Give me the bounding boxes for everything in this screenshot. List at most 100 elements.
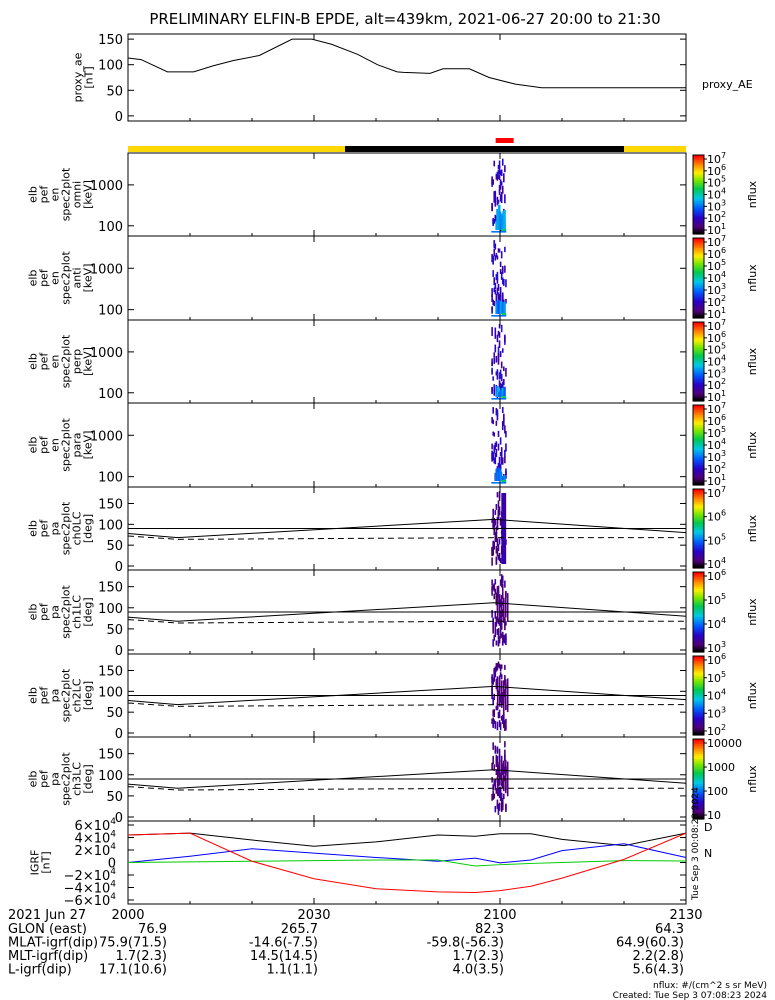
spec-omni-colorbar-cell [693, 155, 704, 158]
spec-para-colorbar-cell [693, 451, 704, 454]
spec-para-colorbar-cell [693, 443, 704, 446]
spec-para-colorbar-cell [693, 421, 704, 424]
spec-ch3LC-cell [496, 799, 499, 808]
spec-anti-ylabel-line: spec2plot [60, 251, 73, 305]
spec-perp-colorbar-cell [693, 379, 704, 382]
spec-ch2LC-cell [494, 721, 497, 729]
spec-perp-colorbar-cell [693, 348, 704, 351]
spec-para-cell [495, 407, 498, 416]
spec-para-colorbar-cell [693, 436, 704, 439]
spec-perp-colorbar-cell [693, 341, 704, 344]
spec-ch1LC-cell [503, 634, 505, 641]
orbit-row-value: 1.7(2.3) [116, 949, 168, 964]
spec-ch1LC-colorbar-cell [693, 582, 704, 585]
spec-ch1LC-colorbar-cell [693, 585, 704, 588]
spec-ch3LC-cell [496, 746, 499, 753]
spec-para-colorbar-cell [693, 413, 704, 416]
spec-perp-cell [491, 386, 493, 394]
spec-ch0LC-cell [491, 518, 493, 523]
spec-anti-cell [497, 248, 500, 253]
spec-perp-cell [496, 334, 499, 343]
spec-omni-cell [500, 191, 503, 199]
spec-ch1LC-cell [504, 591, 507, 618]
spec-ch3LC-heatmap [491, 741, 509, 815]
spec-ch0LC-cell [494, 534, 497, 543]
spec-ch2LC-cell [500, 715, 503, 721]
spec-perp-cell [501, 348, 504, 353]
spec-para-ytick-label: 1000 [90, 429, 123, 444]
spec-ch1LC-antilosscone-line [127, 619, 686, 624]
spec-perp-colorbar-cell [693, 331, 704, 335]
spec-para-ylabel-line: spec2plot [60, 418, 73, 472]
spec-perp-cell [500, 361, 503, 369]
spec-ch2LC-colorbar-cell [693, 721, 704, 725]
spec-ch3LC-cell [500, 803, 503, 812]
spec-ch3LC-cell [491, 777, 493, 783]
spec-ch3LC-cell [500, 757, 503, 786]
spec-ch0LC-ytick-label: 0 [115, 560, 123, 575]
spec-para-cell [501, 480, 507, 483]
spec-perp-cell [494, 331, 497, 339]
spec-omni-cell [500, 194, 503, 204]
spec-ch3LC-cell [491, 793, 493, 801]
spec-ch0LC-cell [497, 510, 500, 520]
spec-ch1LC-cell [492, 617, 494, 624]
spec-para-cell [499, 466, 502, 473]
spec-ch1LC-ytick-label: 100 [98, 602, 123, 617]
spec-ch1LC-colorbar-cell [693, 612, 704, 615]
spec-ch1LC-colorbar-cell [693, 627, 704, 630]
spec-omni-cell [495, 173, 498, 180]
spec-anti-colorbar-cell [693, 284, 704, 287]
spec-anti-colorbar-cell [693, 298, 704, 301]
spec-anti-cell [498, 294, 501, 304]
spec-omni-colorbar-title-text: nflux [746, 180, 759, 208]
spec-anti-colorbar-cell [693, 268, 704, 271]
spec-para-ylabel-line: [keV] [82, 431, 95, 460]
spec-anti-colorbar-cell [693, 306, 704, 309]
spec-ch1LC-colorbar-cell [693, 593, 704, 596]
spec-ch0LC-colorbar-cell [693, 556, 704, 559]
spec-omni-colorbar-exp: 3 [721, 198, 726, 207]
spec-para-colorbar-cell [693, 425, 704, 428]
spec-omni-cell [494, 190, 497, 200]
spec-ch3LC-cell [501, 797, 504, 807]
igrf-ytick-label: −2×104 [64, 867, 117, 884]
spec-ch0LC-colorbar-cell [693, 553, 704, 556]
spec-omni-colorbar-cell [693, 174, 704, 177]
spec-ch1LC-ylabel-line: elb [27, 604, 40, 621]
spec-ch3LC-ylabel-line: pef [38, 769, 51, 788]
spec-anti-colorbar-cell [693, 259, 704, 262]
spec-ch3LC-cell [499, 772, 502, 780]
spec-ch1LC-colorbar-cell [693, 602, 704, 605]
spec-ch2LC-cell [491, 718, 493, 724]
igrf-legend-d: D [704, 821, 712, 834]
spec-anti-ylabel-line: pef [38, 268, 51, 287]
spec-ch1LC-colorbar-cell [693, 623, 704, 626]
spec-ch2LC-colorbar-cell [693, 705, 704, 708]
spec-para-cell [492, 407, 494, 414]
spec-anti-colorbar-cell [693, 241, 704, 244]
spec-omni-colorbar-cell [693, 220, 704, 224]
spec-para-ylabel-line: para [71, 433, 84, 458]
spec-ch1LC-colorbar-cell [693, 642, 704, 645]
spec-anti-cell [504, 265, 506, 273]
spec-ch0LC-cell [498, 491, 501, 498]
spec-anti-colorbar-cell [693, 239, 704, 242]
spec-ch2LC-heatmap [491, 661, 509, 732]
spec-ch1LC-cell [493, 583, 496, 591]
spec-perp-colorbar-cell [693, 330, 704, 333]
spec-ch0LC-colorbar-cell [693, 510, 704, 513]
spec-perp-frame [127, 319, 687, 404]
spec-ch3LC-colorbar-cell [693, 780, 704, 783]
spec-omni-colorbar-cell [693, 191, 704, 194]
spec-ch3LC-colorbar-cell [693, 804, 704, 807]
spec-ch1LC-colorbar-cell [693, 600, 704, 603]
spec-ch3LC-colorbar-cell [693, 777, 704, 780]
spec-omni-colorbar-cell [693, 227, 704, 230]
igrf-ytick-exp: 4 [110, 830, 116, 840]
spec-ch0LC-cell [499, 518, 502, 526]
spec-para-cell [494, 472, 497, 481]
igrf-ytick-exp: 4 [110, 880, 116, 890]
spec-ch1LC-ylabel-line: ch1LC [71, 595, 84, 629]
